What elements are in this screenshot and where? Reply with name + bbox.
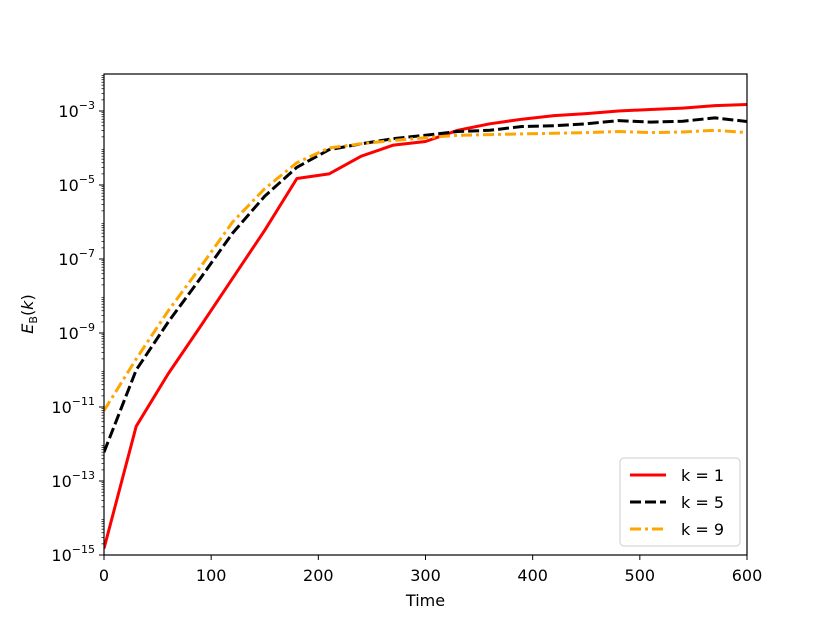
x-tick-label: 400 <box>517 566 548 585</box>
series-line-k9 <box>104 128 747 412</box>
y-tick-label: 10−5 <box>58 173 95 195</box>
legend-label: k = 1 <box>681 466 724 485</box>
legend-label: k = 9 <box>681 520 724 539</box>
y-axis-title: EB(k) <box>18 294 40 333</box>
x-tick-label: 0 <box>99 566 109 585</box>
x-tick-label: 200 <box>303 566 334 585</box>
x-tick-label: 500 <box>625 566 656 585</box>
legend-label: k = 5 <box>681 493 724 512</box>
legend: k = 1 k = 5 k = 9 <box>619 457 741 547</box>
x-tick-label: 600 <box>732 566 763 585</box>
series-line-k1 <box>104 103 747 549</box>
y-tick-label: 10−3 <box>58 99 95 121</box>
y-tick-label: 10−11 <box>51 395 95 417</box>
y-tick-label: 10−7 <box>58 247 95 269</box>
y-tick-label: 10−13 <box>51 469 95 491</box>
series-line-k5 <box>104 116 747 453</box>
y-tick-label: 10−15 <box>51 543 95 565</box>
y-tick-label: 10−9 <box>58 321 95 343</box>
x-tick-label: 100 <box>196 566 227 585</box>
x-tick-label: 300 <box>410 566 441 585</box>
x-axis-title: Time <box>405 591 445 610</box>
legend-box <box>619 457 741 547</box>
